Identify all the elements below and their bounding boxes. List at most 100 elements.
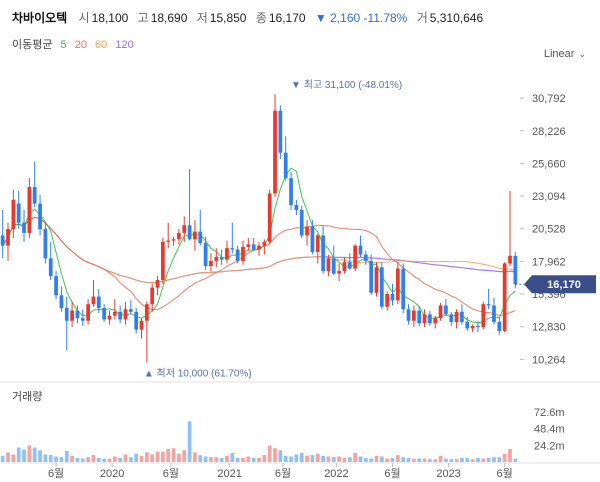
ma-20-line [2, 216, 516, 316]
candle-body [454, 311, 459, 322]
volume-bar [273, 448, 277, 462]
candle-body [476, 325, 480, 328]
volume-bar [150, 454, 155, 462]
volume-bar [118, 457, 123, 462]
low-annotation: ▲ 최저 10,000 (61.70%) [144, 368, 252, 380]
candle-body [59, 295, 64, 308]
candle-body [438, 305, 443, 319]
price-tick-label: 10,264 [532, 354, 566, 366]
volume-bar [315, 453, 320, 462]
candle-body [155, 280, 160, 288]
volume-bar [161, 451, 165, 462]
volume-bar [155, 451, 160, 462]
candle-body [102, 308, 107, 320]
volume-bar [465, 457, 470, 462]
candle-body [225, 248, 229, 260]
stock-header: 차바이오텍 시 18,100 고 18,690 저 15,850 종 16,170 ▼ … [12, 9, 489, 26]
candle-body [166, 240, 171, 242]
change-value: 2,160 [330, 11, 361, 25]
open-value: 18,100 [91, 11, 129, 25]
candle-body [502, 263, 507, 331]
volume-bar [401, 457, 406, 462]
candle-body [43, 229, 48, 259]
candle-body [321, 235, 325, 272]
candle-body [406, 309, 411, 321]
volume-bar [486, 457, 491, 462]
candle-body [193, 231, 197, 240]
volume-bar [123, 454, 128, 462]
volume-bar [225, 455, 229, 462]
volume-bar [166, 448, 171, 462]
candle-body [32, 187, 37, 204]
time-tick-label: 6월 [275, 467, 291, 480]
candle-body [411, 310, 416, 321]
candle-body [347, 262, 352, 269]
candle-body [177, 232, 181, 240]
volume-bar [508, 448, 512, 462]
volume-bar [438, 455, 443, 462]
candle-body [401, 268, 406, 310]
candle-body [48, 258, 53, 277]
candle-body [283, 152, 288, 179]
candle-body [465, 322, 470, 329]
candle-body [508, 255, 512, 264]
volume-bar [305, 455, 309, 462]
scale-toggle[interactable]: Linear ⌄ [544, 48, 586, 60]
volume-bar [0, 455, 5, 462]
volume-bar [107, 458, 112, 462]
volume-bar [38, 450, 42, 462]
candle-body [144, 304, 149, 321]
candle-body [310, 226, 315, 252]
volume-bar [257, 457, 261, 462]
current-price-label: 16,170 [547, 279, 581, 291]
high-value: 18,690 [150, 11, 188, 25]
time-tick-label: 6월 [497, 467, 513, 480]
volume-bar [102, 458, 107, 462]
volume-bar [406, 457, 411, 462]
candle-body [337, 271, 341, 274]
open-label: 시 [78, 11, 90, 25]
moving-average-legend[interactable]: 이동평균 5 20 60 120 [12, 36, 139, 52]
volume-bar [128, 457, 133, 462]
close-label: 종 [255, 11, 267, 25]
candle-body [11, 199, 16, 230]
time-tick-label: 2021 [217, 468, 241, 480]
candle-body [171, 239, 176, 241]
moving-average-title: 이동평균 [12, 39, 53, 51]
candle-body [492, 305, 496, 322]
candle-body [433, 318, 438, 324]
candle-body [331, 258, 336, 274]
volume-bar [385, 458, 390, 462]
volume-bar [6, 452, 10, 462]
candle-body [486, 304, 491, 306]
volume-bar [294, 454, 299, 462]
candle-body [294, 204, 299, 210]
candle-body [289, 178, 293, 205]
volume-bar [32, 447, 37, 462]
candle-body [112, 311, 117, 316]
candle-body [139, 320, 144, 330]
candle-body [134, 311, 139, 330]
time-tick-label: 2022 [324, 468, 348, 480]
candle-body [241, 246, 245, 261]
volume-bar [214, 457, 219, 462]
volume-bar [251, 457, 256, 462]
candle-body [305, 226, 309, 236]
volume-label: 거 [416, 11, 428, 25]
volume-bar [374, 455, 379, 462]
ma-5-label: 5 [60, 39, 67, 51]
volume-bar [289, 456, 293, 462]
volume-bar [198, 455, 203, 462]
volume-bar [91, 455, 96, 462]
volume-bar [203, 456, 208, 462]
time-tick-label: 6월 [48, 467, 64, 480]
candle-body [374, 267, 379, 293]
volume-bar [502, 453, 507, 462]
ma-60-label: 60 [95, 39, 108, 51]
candle-body [235, 249, 240, 261]
candle-body [251, 244, 256, 250]
change-down-icon: ▼ [314, 11, 327, 25]
time-tick-label: 2020 [100, 468, 124, 480]
candle-body [22, 222, 26, 233]
